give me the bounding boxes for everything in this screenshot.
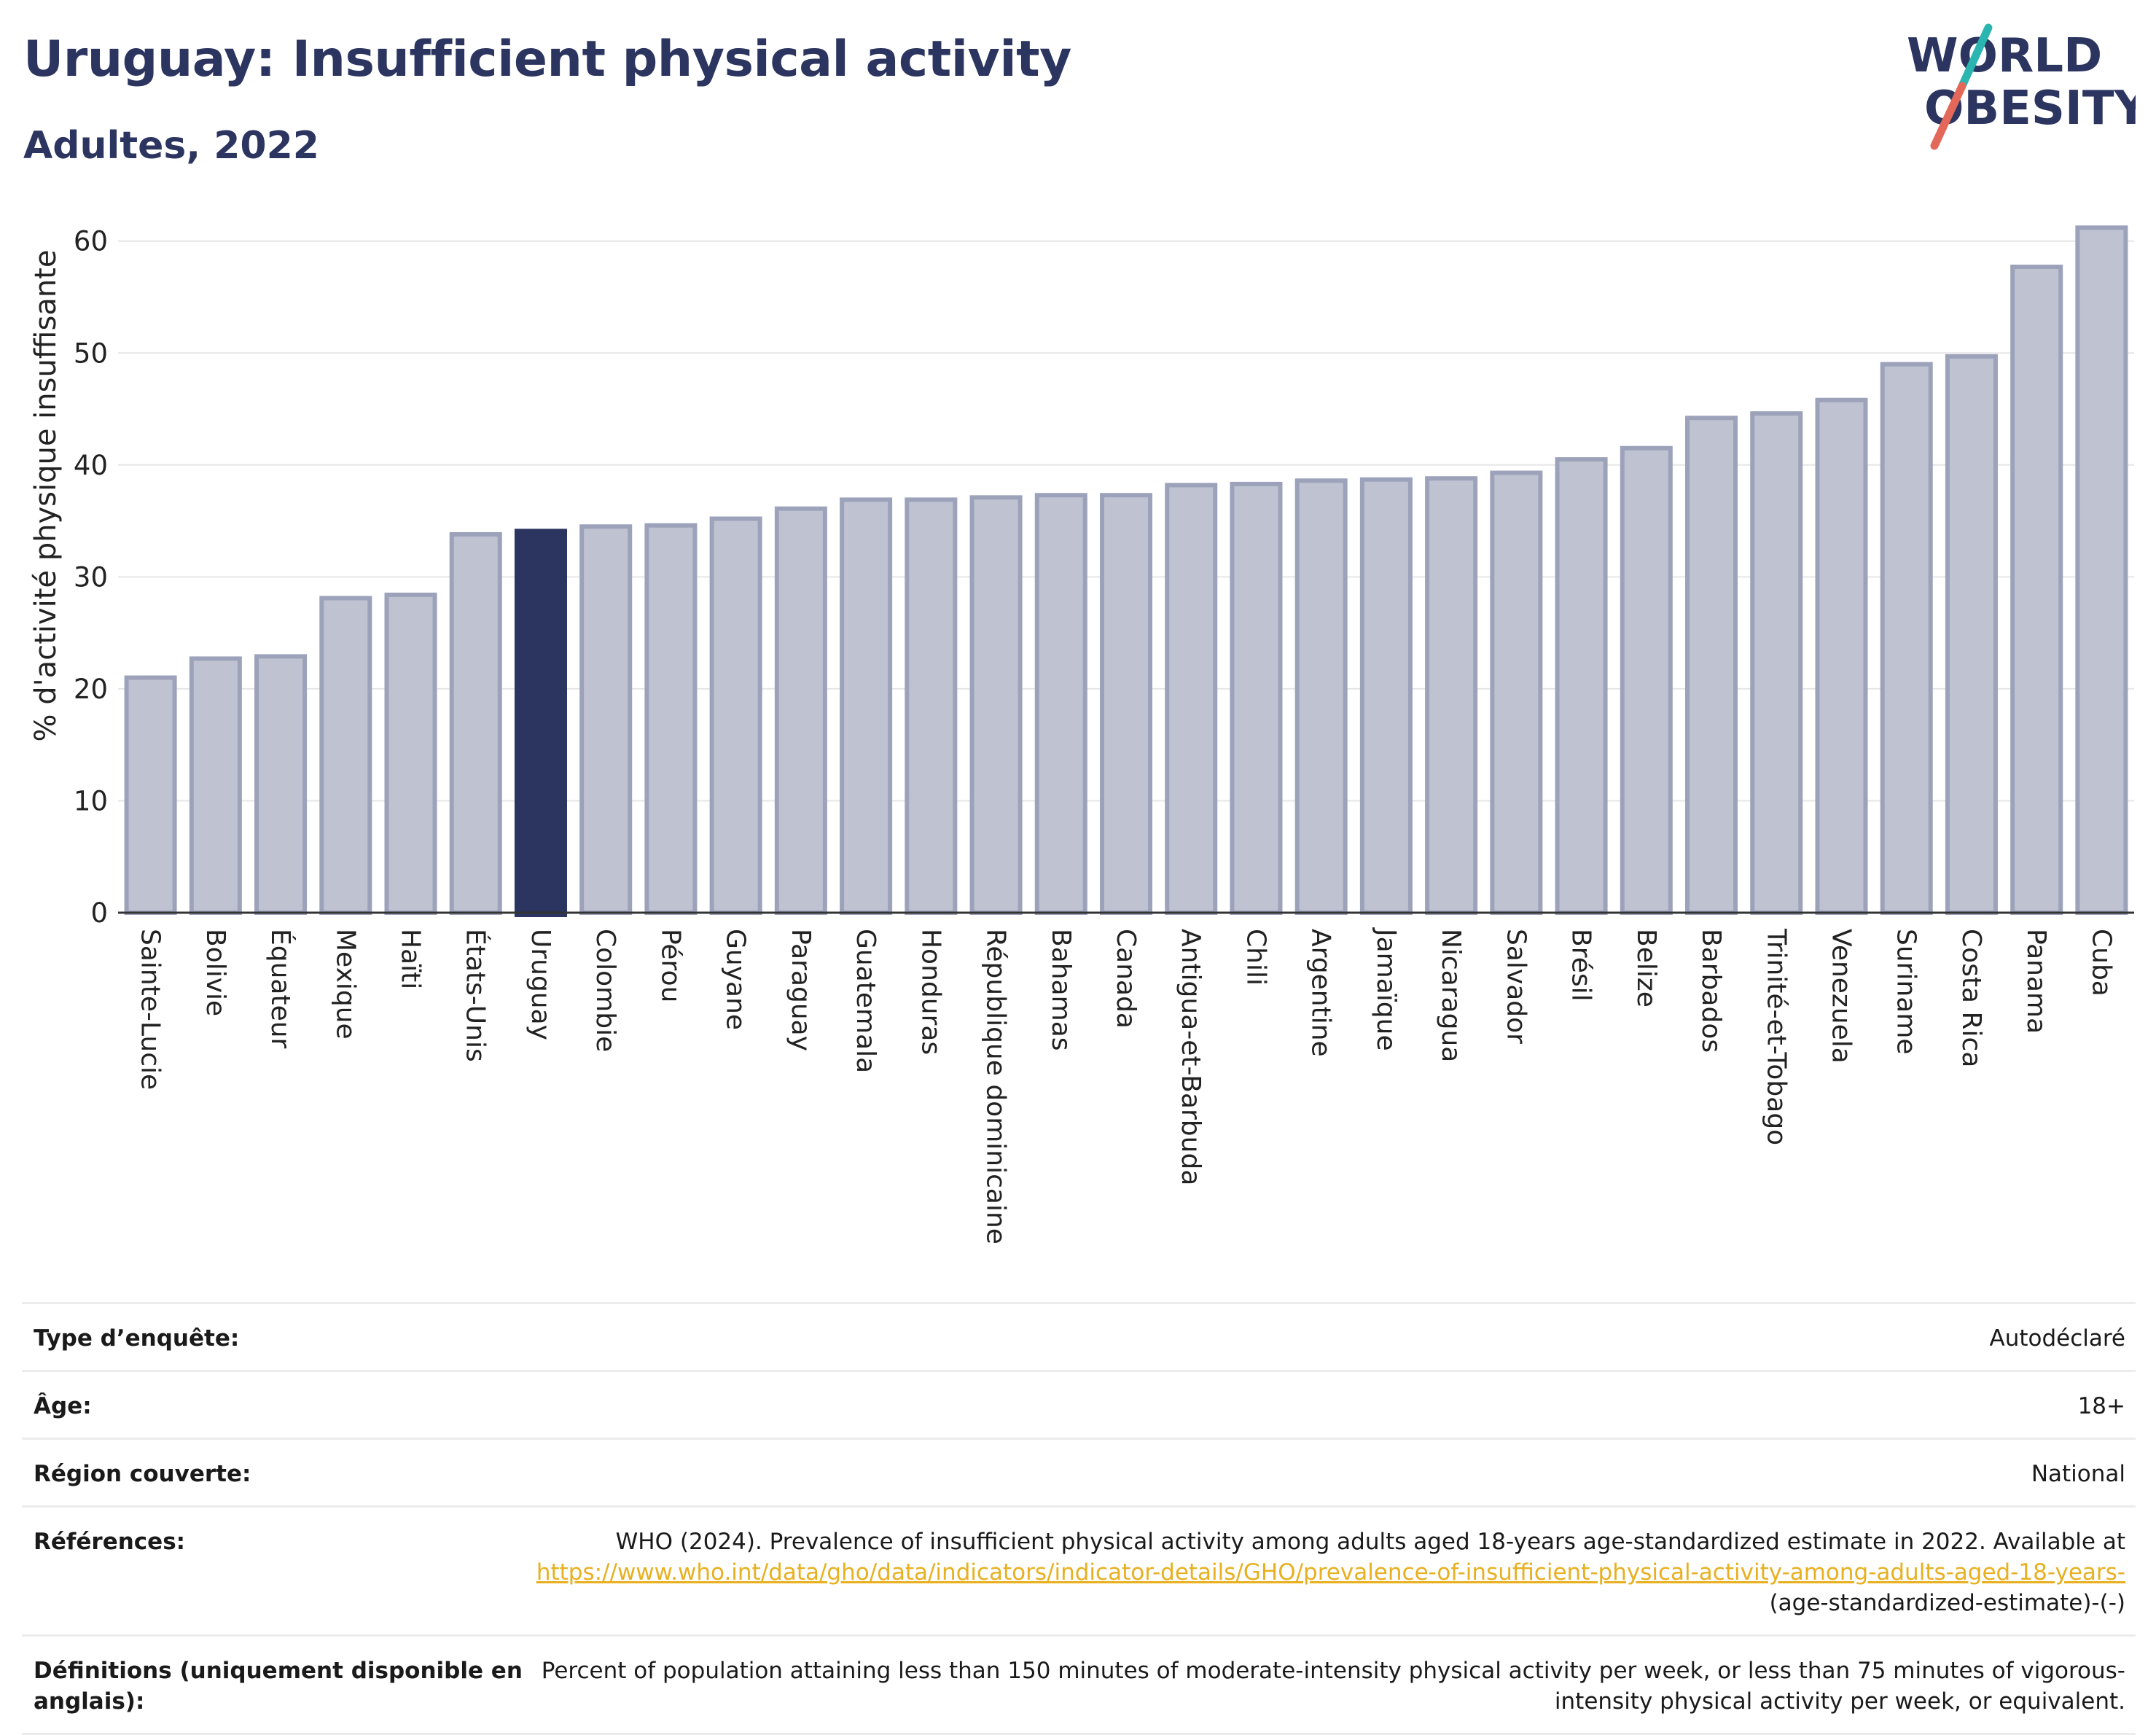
bar: [254, 654, 308, 915]
bar: [1490, 470, 1543, 915]
x-tick-label: Venezuela: [1826, 929, 1856, 1064]
bar: [1685, 416, 1738, 915]
page-title: Uruguay: Insufficient physical activity: [23, 31, 1071, 88]
x-tick-label: République dominicaine: [981, 929, 1011, 1244]
bar: [644, 523, 698, 915]
x-tick-label: Bahamas: [1046, 929, 1076, 1051]
bar: [124, 675, 177, 915]
info-value: Autodéclaré: [1989, 1325, 2125, 1352]
y-tick-label: 10: [74, 785, 108, 816]
y-tick-label: 0: [90, 897, 108, 929]
x-tick-label: Argentine: [1306, 929, 1336, 1057]
world-obesity-logo: WORLD OBESITY: [1907, 23, 2136, 150]
x-tick-label: Bolivie: [200, 929, 230, 1016]
x-tick-label: Pérou: [655, 929, 685, 1002]
info-label: Références:: [34, 1529, 186, 1555]
bar: [969, 495, 1023, 915]
info-value: WHO (2024). Prevalence of insufficient p…: [529, 1527, 2125, 1618]
bar: [579, 524, 633, 915]
x-tick-label: Honduras: [915, 929, 945, 1055]
bar: [1425, 476, 1478, 915]
reference-text-after: (age-standardized-estimate)-(-): [1769, 1590, 2125, 1616]
x-tick-label: Salvador: [1501, 929, 1531, 1044]
bar-highlighted: [514, 529, 567, 917]
info-value: National: [2031, 1461, 2125, 1487]
logo-slash-red: [1930, 82, 1966, 150]
info-value: 18+: [2077, 1393, 2125, 1419]
info-label: Région couverte:: [34, 1461, 251, 1487]
bar: [384, 592, 437, 916]
x-tick-label: Mexique: [330, 929, 360, 1040]
x-tick-label: Costa Rica: [1956, 929, 1986, 1067]
bar: [840, 497, 893, 915]
page-subtitle: Adultes, 2022: [23, 124, 319, 168]
bar: [709, 516, 762, 915]
bar: [905, 497, 958, 915]
x-tick-label: Brésil: [1566, 929, 1596, 1002]
bar: [1945, 354, 1998, 915]
x-tick-label: Belize: [1631, 929, 1661, 1007]
bar: [1294, 478, 1348, 915]
x-tick-label: Nicaragua: [1436, 929, 1466, 1062]
bar: [1099, 493, 1153, 915]
x-tick-label: Antigua-et-Barbuda: [1176, 929, 1206, 1185]
bar: [1359, 477, 1413, 915]
x-tick-label: Colombie: [590, 929, 620, 1052]
y-axis-title: % d'activité physique insuffisante: [29, 250, 63, 742]
x-tick-label: Trinité-et-Tobago: [1761, 928, 1791, 1145]
x-tick-label: Chili: [1241, 929, 1270, 986]
info-table: Type d’enquête: Autodéclaré Âge: 18+ Rég…: [22, 1302, 2136, 1735]
bar: [1555, 457, 1608, 915]
x-tick-label: Uruguay: [526, 929, 555, 1040]
x-tick-label: Canada: [1111, 929, 1141, 1029]
bar: [449, 532, 502, 915]
bar-chart: 0 10 20 30 40 50 60 Sainte-Lucie Bolivie Équateu…: [29, 225, 2134, 1244]
x-tick-label: Sainte-Lucie: [136, 929, 165, 1090]
x-axis-ticks: Sainte-Lucie Bolivie Équateur Mexique Haïti É…: [136, 927, 2117, 1244]
y-axis-ticks: 0 10 20 30 40 50 60: [74, 226, 108, 929]
bar: [189, 656, 242, 916]
x-tick-label: Cuba: [2086, 929, 2116, 997]
y-tick-label: 40: [74, 450, 108, 481]
x-tick-label: Guyane: [721, 929, 751, 1030]
x-tick-label: Barbados: [1696, 929, 1726, 1053]
bar: [1750, 411, 1803, 915]
y-tick-label: 20: [74, 674, 108, 705]
info-label: Type d’enquête:: [34, 1325, 240, 1352]
info-label: Définitions (uniquement disponible en an…: [34, 1658, 523, 1715]
logo-slash-teal: [1958, 23, 1993, 90]
x-tick-label: Équateur: [265, 929, 296, 1049]
x-tick-label: Panama: [2021, 929, 2051, 1034]
bar: [2010, 265, 2063, 915]
x-tick-label: Paraguay: [786, 929, 816, 1051]
info-value: Percent of population attaining less tha…: [541, 1658, 2125, 1715]
bar: [1620, 445, 1673, 915]
bar: [1034, 493, 1087, 915]
info-row-survey-type: Type d’enquête: Autodéclaré: [22, 1302, 2136, 1370]
logo-line-1: WORLD: [1907, 29, 2102, 83]
info-row-region: Région couverte: National: [22, 1438, 2136, 1505]
bar: [1165, 483, 1218, 915]
y-tick-label: 60: [74, 226, 108, 257]
x-tick-label: Jamaïque: [1371, 927, 1401, 1051]
bar: [1230, 481, 1283, 915]
info-label: Âge:: [34, 1393, 92, 1419]
reference-text: WHO (2024). Prevalence of insufficient p…: [615, 1529, 2125, 1555]
y-tick-label: 30: [74, 561, 108, 593]
reference-link[interactable]: https://www.who.int/data/gho/data/indica…: [536, 1559, 2125, 1586]
x-tick-label: Suriname: [1891, 929, 1921, 1055]
info-row-age: Âge: 18+: [22, 1370, 2136, 1438]
x-tick-label: Haïti: [396, 929, 426, 989]
bar: [1880, 362, 1933, 915]
info-row-definitions: Définitions (uniquement disponible en an…: [22, 1634, 2136, 1735]
x-tick-label: États-Unis: [461, 929, 491, 1062]
bars: [124, 225, 2128, 917]
bar: [2075, 225, 2128, 915]
bar: [774, 506, 827, 915]
info-row-references: Références: WHO (2024). Prevalence of in…: [22, 1505, 2136, 1634]
y-tick-label: 50: [74, 338, 108, 369]
x-tick-label: Guatemala: [851, 929, 880, 1073]
bar: [1815, 397, 1868, 915]
bar: [319, 596, 372, 916]
